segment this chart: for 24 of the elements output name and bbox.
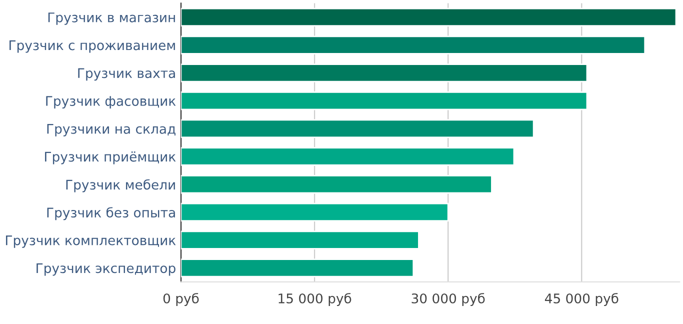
bar: [180, 147, 515, 166]
y-tick-label: Грузчик комплектовщик: [6, 235, 176, 248]
y-tick-label: Грузчик экспедитор: [36, 263, 176, 276]
y-tick-label: Грузчик мебели: [66, 179, 175, 192]
x-tick-label: 45 000 руб: [544, 292, 618, 306]
bar: [180, 64, 588, 82]
y-tick-label: Грузчик без опыта: [47, 207, 175, 220]
bar: [180, 36, 646, 54]
bar: [180, 230, 420, 250]
bar: [180, 175, 492, 194]
bar: [180, 258, 414, 278]
bar: [180, 8, 677, 27]
x-tick-label: 30 000 руб: [412, 292, 485, 306]
y-tick-label: Грузчик приёмщик: [45, 152, 176, 164]
bar: [180, 119, 534, 138]
bar: [180, 91, 588, 110]
y-tick-label: Грузчик вахта: [78, 68, 175, 81]
x-tick-label: 0 руб: [163, 292, 199, 306]
y-tick-label: Грузчик фасовщик: [46, 96, 176, 109]
y-tick-label: Грузчик в магазин: [48, 12, 175, 25]
y-tick-label: Грузчики на склад: [47, 124, 176, 136]
x-tick-label: 15 000 руб: [278, 292, 352, 306]
y-tick-label: Грузчик с проживанием: [10, 40, 175, 53]
bar: [180, 202, 449, 222]
